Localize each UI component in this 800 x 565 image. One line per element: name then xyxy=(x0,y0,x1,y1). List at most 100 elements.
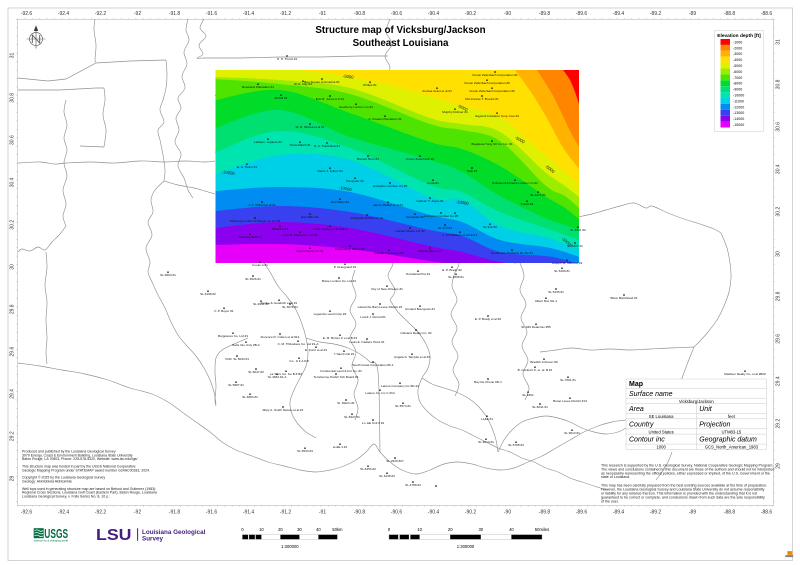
svg-text:-88.6: -88.6 xyxy=(761,11,773,17)
svg-text:50miles: 50miles xyxy=(535,527,549,532)
svg-text:SL 5047 #2: SL 5047 #2 xyxy=(248,370,264,374)
svg-text:-89.2: -89.2 xyxy=(650,510,662,516)
svg-text:guaranteed to be correct or co: guaranteed to be correct or complete, an… xyxy=(601,495,765,499)
svg-text:1000: 1000 xyxy=(656,445,666,450)
svg-text:The views and conclusions cont: The views and conclusions contained in t… xyxy=(601,467,774,471)
svg-text:South Coast Corporation #F-1: South Coast Corporation #F-1 xyxy=(352,363,394,367)
svg-text:St. Martin #1: St. Martin #1 xyxy=(337,401,355,405)
svg-text:20: 20 xyxy=(278,527,283,532)
svg-text:-90.8: -90.8 xyxy=(354,11,366,17)
svg-text:Elevation depth [ft]: Elevation depth [ft] xyxy=(717,33,761,39)
svg-text:10: 10 xyxy=(259,527,264,532)
svg-text:-91.8: -91.8 xyxy=(169,510,181,516)
svg-text:29: 29 xyxy=(776,463,782,469)
svg-text:SL 912 #2: SL 912 #2 xyxy=(483,225,497,229)
svg-text:Boy Scouts of America #1: Boy Scouts of America #1 xyxy=(304,80,340,84)
svg-text:-91: -91 xyxy=(319,510,326,516)
svg-text:UTM83-15: UTM83-15 xyxy=(721,429,741,434)
svg-text:-14000: -14000 xyxy=(733,117,744,121)
svg-text:-90.4: -90.4 xyxy=(428,11,440,17)
svg-text:SL 973 #1: SL 973 #1 xyxy=(438,226,452,230)
svg-text:-2000: -2000 xyxy=(733,46,742,50)
svg-text:Baton Rouge, LA 70803, Phone:: Baton Rouge, LA 70803, Phone: 225-578-53… xyxy=(22,457,138,461)
svg-text:Lafourche Bain Levee District: Lafourche Bain Levee District #1 xyxy=(358,305,403,309)
svg-text:Charquita Oxford Inc #1: Charquita Oxford Inc #1 xyxy=(351,216,384,220)
svg-text:Earl Wike #1: Earl Wike #1 xyxy=(301,215,319,219)
svg-text:-5000: -5000 xyxy=(343,73,355,80)
svg-text:-11000: -11000 xyxy=(733,99,744,103)
svg-text:Pollsound & Farris Lumber Co #: Pollsound & Farris Lumber Co #1 xyxy=(492,181,538,185)
svg-text:-13000: -13000 xyxy=(733,111,744,115)
svg-text:Contour inc: Contour inc xyxy=(629,437,665,444)
svg-text:SL 1171 #1: SL 1171 #1 xyxy=(530,193,546,197)
svg-text:Currie #1: Currie #1 xyxy=(521,202,534,206)
svg-text:Biloxi Marshland #1: Biloxi Marshland #1 xyxy=(611,296,638,300)
svg-text:-92: -92 xyxy=(134,510,141,516)
svg-text:-91.2: -91.2 xyxy=(280,510,292,516)
svg-text:Occidental Pet #1: Occidental Pet #1 xyxy=(406,272,431,276)
svg-text:Crown Zellerbach #1: Crown Zellerbach #1 xyxy=(406,157,435,161)
svg-text:C. M. Thibodaux Co. Ltd #1-A: C. M. Thibodaux Co. Ltd #1-A xyxy=(278,342,320,346)
svg-text:SL 2808 #1: SL 2808 #1 xyxy=(448,275,464,279)
svg-text:Leblanc- Lejaune #1: Leblanc- Lejaune #1 xyxy=(254,140,282,144)
svg-text:R. Kurtz et al #1: R. Kurtz et al #1 xyxy=(305,348,327,352)
svg-text:SL 4788 #4: SL 4788 #4 xyxy=(405,483,421,487)
svg-text:30.8: 30.8 xyxy=(10,93,16,103)
svg-text:Bradish Johnson #6: Bradish Johnson #6 xyxy=(530,360,558,364)
svg-text:-92.4: -92.4 xyxy=(58,510,70,516)
svg-text:-88.6: -88.6 xyxy=(761,510,773,516)
svg-text:of the user.: of the user. xyxy=(601,499,619,503)
svg-text:Coleman A. Marco #1: Coleman A. Marco #1 xyxy=(335,247,365,251)
svg-text:SL 6027 #1: SL 6027 #1 xyxy=(344,415,360,419)
svg-text:-90.4: -90.4 xyxy=(428,510,440,516)
svg-text:H. H. Tircuit #1: H. H. Tircuit #1 xyxy=(277,57,298,61)
svg-text:Boise Lumber Co. Ltd #1: Boise Lumber Co. Ltd #1 xyxy=(322,279,357,283)
svg-text:This structure map was funded: This structure map was funded in part by… xyxy=(22,465,136,469)
svg-text:Crown Zellerbach Corporation #: Crown Zellerbach Corporation #3 xyxy=(464,81,510,85)
svg-text:30: 30 xyxy=(776,251,782,257)
svg-text:E. P. Brady et al #2: E. P. Brady et al #2 xyxy=(475,317,502,321)
svg-text:Map: Map xyxy=(629,381,643,388)
svg-text:31: 31 xyxy=(776,39,782,45)
svg-text:Philips #1: Philips #1 xyxy=(363,83,377,87)
svg-text:SL 6574 #1: SL 6574 #1 xyxy=(395,404,411,408)
svg-text:Kampster #2: Kampster #2 xyxy=(406,215,424,219)
svg-text:B. Cockrell Jr. et. al. B #1: B. Cockrell Jr. et. al. B #1 xyxy=(518,368,553,372)
svg-text:-88.8: -88.8 xyxy=(724,510,736,516)
svg-text:Roseland Plantation #1: Roseland Plantation #1 xyxy=(242,85,274,89)
svg-text:-5000: -5000 xyxy=(514,135,526,145)
svg-text:-15000: -15000 xyxy=(733,123,744,127)
svg-text:-91.8: -91.8 xyxy=(169,11,181,17)
svg-text:-91.2: -91.2 xyxy=(280,11,292,17)
svg-text:-5000: -5000 xyxy=(733,64,742,68)
svg-text:Survey: Survey xyxy=(142,535,164,542)
svg-text:-10000: -10000 xyxy=(338,185,352,192)
svg-text:-10000: -10000 xyxy=(733,94,744,98)
svg-text:Structure map of Vicksburg/Jac: Structure map of Vicksburg/Jackson xyxy=(315,25,485,36)
svg-text:-90: -90 xyxy=(504,11,511,17)
svg-text:SL 4884 #1: SL 4884 #1 xyxy=(242,395,258,399)
svg-text:-90.2: -90.2 xyxy=(465,510,477,516)
svg-text:A. Claudel Plantation #1: A. Claudel Plantation #1 xyxy=(368,117,401,121)
svg-text:J. Lb Williams et al Unit 1: J. Lb Williams et al Unit 1 xyxy=(443,233,478,237)
svg-text:James Buhler et al #1: James Buhler et al #1 xyxy=(373,203,403,207)
svg-text:Madison Realty Co. et al #829: Madison Realty Co. et al #829 xyxy=(724,372,766,376)
svg-text:Vicksburg/Jackson: Vicksburg/Jackson xyxy=(679,399,715,404)
svg-text:J. Ed Stanley et al Unit 1: J. Ed Stanley et al Unit 1 xyxy=(313,227,347,231)
svg-text:40: 40 xyxy=(316,527,321,532)
svg-text:29: 29 xyxy=(10,476,16,482)
svg-text:-88.8: -88.8 xyxy=(724,11,736,17)
svg-text:29.2: 29.2 xyxy=(10,431,16,441)
svg-text:Crown Zellerbach Corporation #: Crown Zellerbach Corporation #1 xyxy=(472,73,518,77)
svg-text:-89: -89 xyxy=(689,510,696,516)
svg-text:SL 5409 #1: SL 5409 #1 xyxy=(554,269,570,273)
svg-text:This research is supported by: This research is supported by the U.S. G… xyxy=(601,464,773,468)
svg-text:-91.6: -91.6 xyxy=(206,11,218,17)
svg-text:0: 0 xyxy=(388,527,391,532)
svg-text:Corla #1: Corla #1 xyxy=(427,181,439,185)
svg-text:30.4: 30.4 xyxy=(10,177,16,187)
svg-text:Latene Company Inc #D-12: Latene Company Inc #D-12 xyxy=(381,384,419,388)
svg-text:Hampsfer #2: Hampsfer #2 xyxy=(346,179,364,183)
svg-text:Livingston Lumber Co #5: Livingston Lumber Co #5 xyxy=(373,184,408,188)
svg-text:20: 20 xyxy=(448,527,453,532)
